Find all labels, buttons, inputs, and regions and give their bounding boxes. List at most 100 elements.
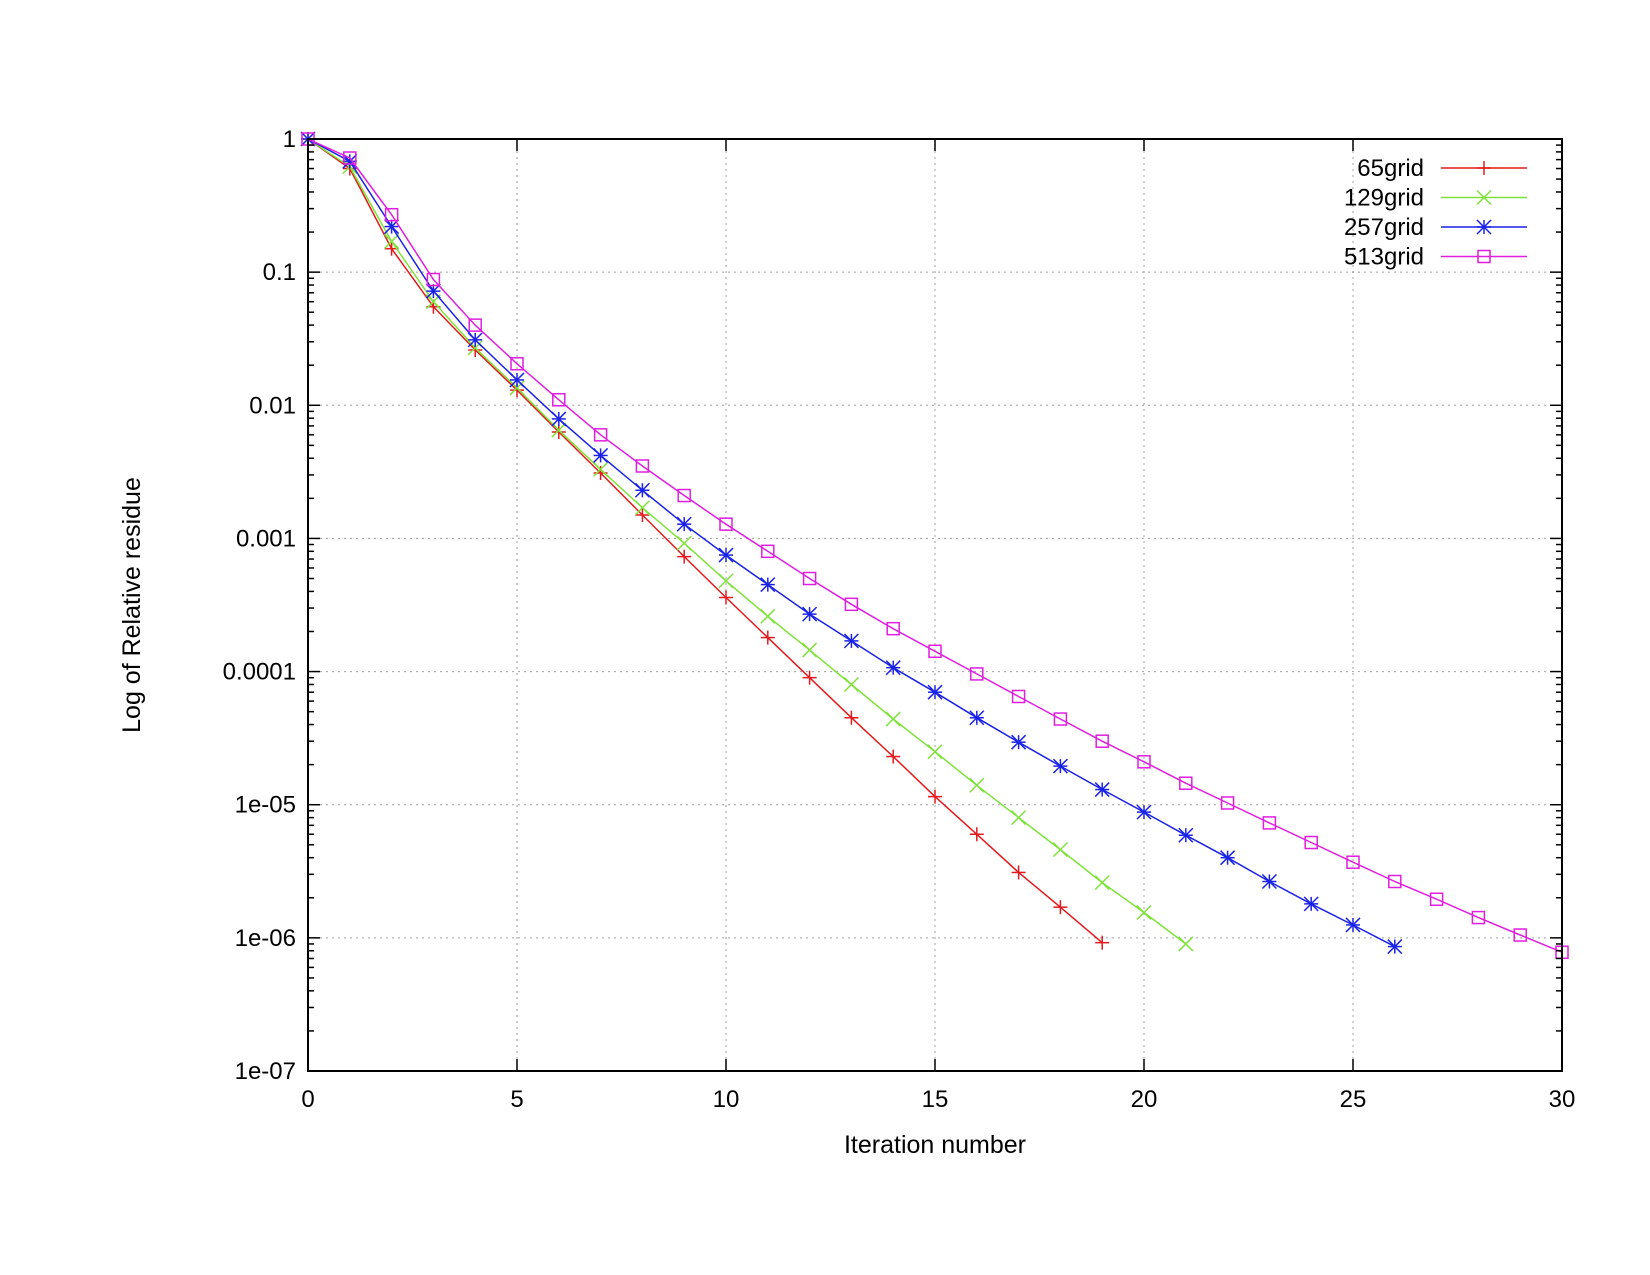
legend-label: 257grid	[1344, 214, 1424, 241]
data-point	[760, 608, 776, 624]
x-tick-label: 25	[1340, 1086, 1367, 1113]
legend-marker	[1476, 189, 1492, 206]
data-point	[1178, 827, 1194, 843]
data-point	[1220, 850, 1236, 866]
data-point	[885, 660, 901, 676]
data-point	[551, 411, 567, 427]
data-point	[1137, 755, 1151, 769]
data-point	[802, 670, 817, 685]
legend-marker	[1477, 249, 1491, 264]
data-point	[1011, 865, 1026, 880]
legend-marker	[1476, 219, 1492, 235]
data-point	[844, 597, 859, 612]
data-point	[635, 507, 650, 522]
data-point	[593, 447, 609, 463]
data-point	[384, 207, 399, 222]
data-point	[928, 789, 942, 804]
data-point	[676, 535, 692, 551]
legend-item: 129grid	[1344, 185, 1527, 212]
data-point	[1136, 904, 1152, 921]
data-point	[467, 332, 483, 348]
legend-label: 129grid	[1344, 185, 1424, 212]
y-tick-label: 1e-05	[235, 792, 296, 819]
data-point	[927, 744, 943, 760]
series-513grid	[301, 132, 1569, 959]
data-point	[1303, 896, 1319, 912]
data-point	[843, 633, 859, 649]
legend-item: 65grid	[1357, 155, 1527, 182]
x-tick-label: 30	[1549, 1086, 1576, 1113]
y-tick-label: 0.01	[249, 392, 296, 419]
data-point	[802, 606, 818, 622]
data-point	[1094, 875, 1110, 891]
data-point	[1388, 874, 1402, 889]
data-point	[551, 425, 566, 440]
data-point	[760, 630, 775, 645]
data-point	[1094, 782, 1110, 798]
x-tick-label: 10	[713, 1086, 740, 1113]
data-point	[467, 340, 483, 356]
data-point	[1346, 855, 1360, 869]
data-point	[1011, 810, 1027, 826]
data-point	[802, 571, 817, 586]
series-65grid	[301, 132, 1110, 950]
data-point	[802, 642, 818, 658]
data-point	[552, 393, 566, 407]
data-point	[1053, 900, 1068, 915]
data-point	[1220, 796, 1235, 810]
legend-item: 513grid	[1344, 244, 1527, 271]
data-point	[886, 749, 901, 764]
plot-series	[300, 131, 1569, 959]
data-point	[1095, 935, 1110, 950]
data-point	[719, 590, 733, 605]
data-point	[677, 549, 692, 564]
data-point	[635, 459, 650, 473]
data-point	[509, 372, 525, 388]
series-257grid	[300, 131, 1403, 955]
y-tick-label: 0.0001	[223, 659, 296, 686]
data-point	[468, 318, 482, 332]
data-point	[593, 428, 608, 442]
data-point	[886, 621, 900, 636]
data-point	[969, 827, 984, 842]
data-point	[928, 644, 942, 659]
data-point	[343, 151, 357, 165]
legend-marker	[1477, 161, 1491, 175]
data-point	[426, 272, 441, 287]
data-point	[1011, 734, 1027, 750]
data-point	[844, 710, 859, 725]
y-tick-label: 1e-07	[235, 1058, 296, 1085]
data-point	[510, 357, 524, 371]
data-point	[1262, 816, 1277, 830]
data-point	[761, 544, 775, 559]
series-129grid	[300, 131, 1194, 952]
data-point	[676, 516, 692, 532]
data-point	[1429, 892, 1444, 906]
x-tick-label: 5	[510, 1086, 523, 1113]
data-point	[1513, 928, 1527, 942]
y-tick-label: 1	[283, 126, 296, 153]
y-tick-label: 1e-06	[235, 925, 296, 952]
data-point	[1053, 712, 1068, 726]
data-point	[677, 488, 691, 503]
legend-label: 513grid	[1344, 244, 1424, 271]
data-point	[1052, 842, 1068, 858]
data-point	[1052, 758, 1068, 774]
x-axis-tick-labels: 0 5 10 15 20 25 30	[301, 1086, 1575, 1113]
axis-ticks	[307, 138, 1563, 1072]
data-point	[1011, 689, 1026, 704]
data-point	[969, 777, 985, 793]
series-line	[307, 138, 1396, 948]
data-point	[1345, 917, 1361, 933]
data-point	[843, 676, 859, 693]
data-point	[634, 482, 650, 498]
series-line	[307, 138, 1187, 945]
data-point	[718, 573, 734, 589]
x-tick-label: 15	[922, 1086, 949, 1113]
legend-label: 65grid	[1357, 155, 1424, 182]
data-point	[1095, 734, 1109, 748]
y-axis-tick-labels: 1 0.1 0.01 0.001 0.0001 1e-05 1e-06 1e-07	[223, 126, 296, 1085]
data-point	[970, 667, 984, 681]
